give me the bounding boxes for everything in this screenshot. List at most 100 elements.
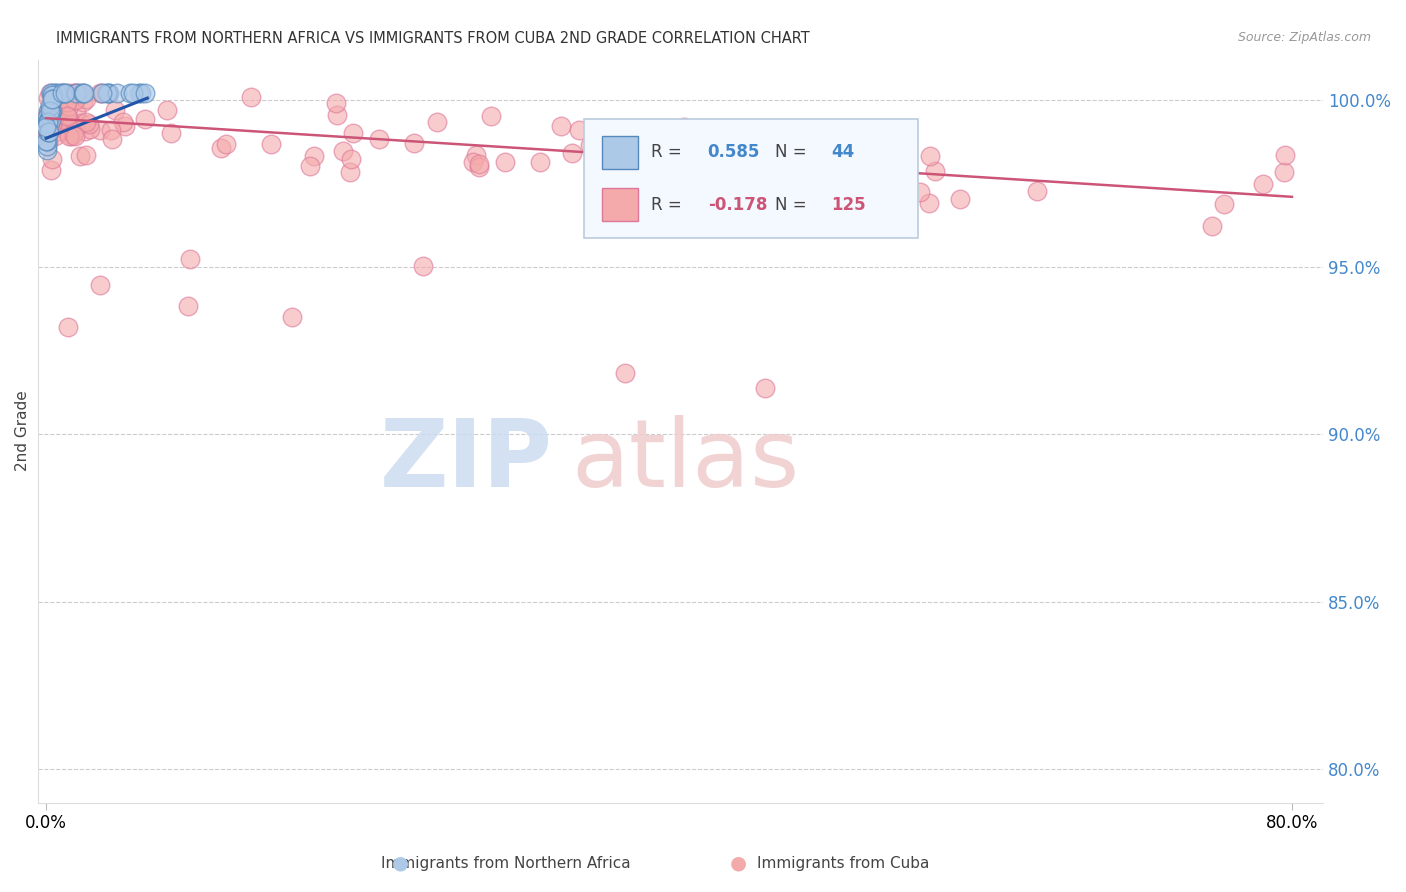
Point bbox=[105, 86, 128, 100]
Point bbox=[479, 109, 502, 123]
Point bbox=[37, 115, 59, 129]
Point bbox=[44, 128, 66, 143]
Point bbox=[134, 86, 156, 100]
Point bbox=[412, 259, 434, 273]
Point bbox=[52, 110, 75, 124]
Point bbox=[69, 149, 91, 163]
Point bbox=[91, 86, 114, 100]
Point bbox=[37, 125, 59, 139]
Point bbox=[713, 146, 735, 161]
Point bbox=[73, 86, 96, 100]
Point bbox=[77, 117, 100, 131]
Text: R =: R = bbox=[651, 144, 688, 161]
Point bbox=[63, 86, 86, 100]
Point bbox=[367, 132, 389, 146]
Point bbox=[949, 192, 972, 206]
Point bbox=[53, 86, 76, 100]
Point bbox=[37, 115, 59, 129]
Point bbox=[37, 144, 59, 158]
Text: atlas: atlas bbox=[571, 415, 800, 507]
Point bbox=[42, 92, 65, 106]
Bar bbox=[585, 119, 918, 238]
Point bbox=[51, 86, 73, 100]
Point bbox=[41, 152, 63, 166]
Point bbox=[1251, 177, 1274, 191]
Point bbox=[114, 119, 136, 133]
Point bbox=[616, 127, 638, 141]
Point bbox=[35, 134, 58, 148]
Point bbox=[37, 135, 59, 149]
Point bbox=[402, 136, 425, 150]
Point bbox=[468, 156, 491, 170]
Point bbox=[56, 87, 79, 101]
Point bbox=[38, 103, 60, 118]
Point bbox=[280, 310, 302, 325]
Point bbox=[897, 167, 920, 181]
Text: Source: ZipAtlas.com: Source: ZipAtlas.com bbox=[1237, 31, 1371, 45]
Point bbox=[37, 116, 59, 130]
Point bbox=[325, 96, 347, 111]
Text: 0.585: 0.585 bbox=[707, 144, 761, 161]
Point bbox=[41, 163, 63, 178]
Point bbox=[63, 122, 86, 136]
Point bbox=[41, 121, 63, 136]
Point bbox=[426, 114, 449, 128]
Point bbox=[89, 122, 111, 136]
Point bbox=[41, 92, 63, 106]
Point bbox=[79, 121, 101, 136]
Point bbox=[65, 129, 87, 144]
Point bbox=[579, 137, 602, 152]
Point bbox=[1213, 197, 1236, 211]
Point bbox=[65, 93, 87, 107]
Point bbox=[1274, 147, 1296, 161]
Point bbox=[468, 161, 491, 175]
Point bbox=[52, 95, 75, 109]
Text: 125: 125 bbox=[831, 195, 866, 213]
Point bbox=[38, 103, 60, 118]
Point bbox=[160, 127, 183, 141]
Point bbox=[156, 103, 179, 118]
Point bbox=[63, 125, 86, 139]
Point bbox=[1026, 184, 1049, 198]
Point bbox=[38, 125, 60, 139]
Point bbox=[89, 277, 111, 292]
Point bbox=[44, 112, 66, 126]
Point bbox=[38, 111, 60, 125]
Point bbox=[65, 86, 87, 100]
Point bbox=[46, 95, 69, 109]
Point bbox=[710, 161, 733, 176]
Point bbox=[1272, 165, 1295, 179]
Point bbox=[134, 112, 156, 127]
Point bbox=[461, 154, 484, 169]
Point bbox=[122, 86, 145, 100]
Point bbox=[550, 119, 572, 133]
Point bbox=[35, 134, 58, 148]
Point bbox=[90, 86, 112, 100]
Point bbox=[41, 117, 63, 131]
Point bbox=[39, 86, 62, 100]
Point bbox=[332, 144, 354, 158]
Point bbox=[46, 86, 69, 100]
Point bbox=[75, 93, 97, 107]
Text: Immigrants from Cuba: Immigrants from Cuba bbox=[758, 856, 929, 871]
Point bbox=[37, 107, 59, 121]
Point bbox=[260, 136, 283, 151]
Bar bbox=[602, 136, 638, 169]
Point bbox=[72, 86, 94, 100]
Point bbox=[42, 88, 65, 103]
Point bbox=[104, 103, 127, 118]
Point bbox=[62, 128, 84, 142]
Point bbox=[62, 87, 84, 101]
Point bbox=[112, 115, 135, 129]
Point bbox=[39, 98, 62, 112]
Point bbox=[58, 98, 80, 112]
Point bbox=[39, 103, 62, 117]
Point bbox=[53, 86, 76, 100]
Point bbox=[98, 86, 121, 100]
Point bbox=[302, 149, 325, 163]
Point bbox=[179, 252, 201, 266]
Point bbox=[529, 155, 551, 169]
Point bbox=[37, 114, 59, 128]
Point bbox=[865, 190, 887, 204]
Point bbox=[44, 97, 66, 112]
